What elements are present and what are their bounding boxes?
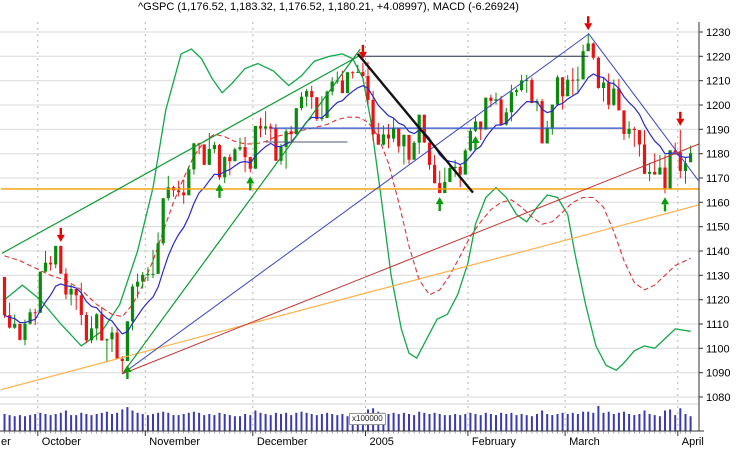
svg-text:April: April [682,436,704,448]
sell-arrow-icon [676,118,685,126]
buy-arrow-icon [471,136,480,143]
chart-title: ^GSPC (1,176.52, 1,183.32, 1,176.52, 1,1… [138,1,519,13]
svg-text:1210: 1210 [706,76,730,88]
sell-arrow-icon [358,51,367,59]
svg-text:1140: 1140 [706,246,730,258]
axes-layer: 1230 1220 1210 1200 1190 1180 1170 1160 1150 1140… [0,22,730,448]
buy-arrow-icon [123,365,132,372]
svg-text:1110: 1110 [706,319,729,331]
buy-arrow-icon [246,176,255,184]
moving-average-line [4,73,691,335]
svg-text:February: February [472,436,517,448]
volume-scale-label: x100000 [349,413,386,425]
svg-text:1130: 1130 [706,270,730,282]
svg-text:1080: 1080 [706,392,730,404]
svg-text:1150: 1150 [706,222,730,234]
svg-text:1190: 1190 [706,124,730,136]
svg-text:1160: 1160 [706,197,730,209]
svg-text:1220: 1220 [706,51,730,63]
svg-text:1180: 1180 [706,149,730,161]
svg-text:1170: 1170 [706,173,730,185]
grid-layer [0,22,699,431]
sell-arrow-icon [56,234,65,242]
svg-text:1100: 1100 [706,343,730,355]
svg-text:2005: 2005 [369,436,393,448]
svg-text:1200: 1200 [706,100,730,112]
candlestick-layer [2,34,693,373]
buy-arrow-icon [661,197,669,205]
svg-text:March: March [569,436,600,448]
trendlines-layer[interactable] [0,32,700,391]
svg-text:November: November [149,436,200,448]
sell-arrow-icon [584,23,593,31]
buy-arrow-icon [215,183,224,191]
svg-text:October: October [42,436,81,448]
svg-text:er: er [1,436,11,448]
svg-text:December: December [257,436,308,448]
svg-text:1120: 1120 [706,295,730,307]
buy-arrow-icon [435,197,444,205]
signal-arrows-layer [56,16,685,379]
volume-layer [3,406,692,431]
svg-text:1090: 1090 [706,368,730,380]
svg-text:1230: 1230 [706,27,730,39]
